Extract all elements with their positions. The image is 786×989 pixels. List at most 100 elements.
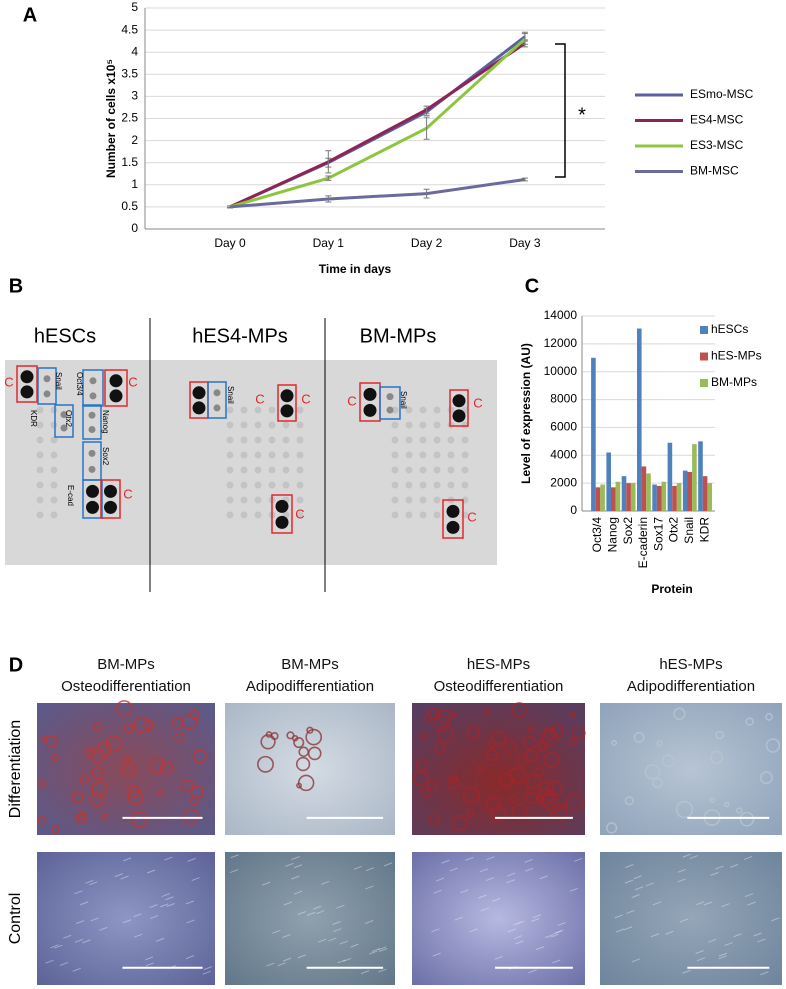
texture: [431, 928, 440, 933]
faint-spot: [36, 511, 44, 519]
texture: [485, 749, 498, 762]
faint-spot: [461, 451, 469, 459]
texture: [703, 901, 713, 906]
faint-spot: [391, 496, 399, 504]
texture: [486, 856, 495, 861]
texture: [342, 957, 352, 962]
x-tick-label: Sox2: [621, 517, 635, 545]
texture: [757, 938, 766, 943]
faint-spot: [36, 451, 44, 459]
texture: [261, 881, 271, 886]
y-tick-label: 2: [131, 133, 138, 147]
texture: [735, 807, 743, 814]
x-axis-label: Time in days: [319, 262, 392, 276]
texture: [715, 730, 725, 740]
texture: [665, 930, 674, 935]
texture: [161, 893, 170, 898]
spot: [109, 374, 123, 388]
bar: [606, 452, 611, 511]
texture: [528, 969, 537, 974]
texture: [433, 714, 451, 732]
faint-spot: [268, 421, 276, 429]
x-tick-label: Otx2: [667, 517, 681, 543]
texture: [115, 700, 133, 717]
texture: [122, 919, 132, 924]
texture: [534, 766, 545, 777]
texture: [190, 796, 199, 806]
texture: [710, 872, 719, 876]
faint-spot: [405, 451, 413, 459]
faint-spot: [296, 406, 304, 414]
texture: [369, 950, 378, 955]
texture: [543, 751, 560, 768]
faint-spot: [50, 481, 58, 489]
texture: [515, 940, 524, 945]
spot: [275, 515, 289, 529]
texture: [257, 755, 274, 773]
texture: [185, 900, 194, 905]
faint-spot: [240, 496, 248, 504]
micrograph: [412, 703, 585, 835]
y-tick-label: 4: [131, 44, 138, 58]
texture: [555, 929, 564, 934]
texture: [148, 756, 166, 774]
faint-spot: [296, 481, 304, 489]
bar: [621, 476, 627, 511]
faint-spot: [419, 421, 427, 429]
blot-title: hESCs: [34, 325, 96, 347]
texture: [91, 766, 105, 780]
texture: [85, 879, 94, 884]
texture: [350, 943, 359, 948]
texture: [145, 962, 154, 967]
texture: [733, 933, 742, 938]
spot: [88, 425, 96, 433]
faint-spot: [433, 496, 441, 504]
texture: [626, 909, 635, 914]
error-bar: [521, 33, 528, 45]
texture: [75, 813, 87, 825]
faint-spot: [405, 421, 413, 429]
bar: [702, 476, 708, 511]
faint-spot: [36, 481, 44, 489]
spot: [88, 465, 96, 473]
texture: [759, 771, 773, 785]
faint-spot: [405, 481, 413, 489]
y-tick-label: 0.5: [121, 199, 138, 213]
error-bar: [325, 175, 332, 181]
texture: [507, 872, 516, 877]
texture: [420, 787, 431, 798]
texture: [550, 811, 557, 818]
texture: [765, 738, 781, 753]
faint-spot: [296, 496, 304, 504]
texture: [465, 856, 474, 861]
spot: [386, 393, 394, 401]
faint-spot: [226, 481, 234, 489]
texture: [516, 754, 529, 767]
texture: [50, 944, 59, 949]
texture: [123, 722, 134, 734]
faint-spot: [391, 481, 399, 489]
texture: [644, 764, 661, 780]
texture: [645, 882, 655, 887]
bar: [641, 466, 647, 511]
texture: [553, 807, 568, 822]
texture: [383, 862, 393, 867]
texture: [144, 956, 154, 961]
texture: [160, 903, 169, 908]
texture: [120, 875, 129, 880]
blot-membrane: [5, 360, 497, 565]
column-title: Osteodifferentiation: [434, 678, 564, 695]
y-tick-label: 3: [131, 89, 138, 103]
y-tick-label: 0: [570, 503, 577, 517]
texture: [543, 727, 556, 740]
x-tick-label: Day 1: [313, 236, 345, 250]
texture: [532, 914, 542, 919]
texture: [180, 778, 194, 793]
spot: [446, 504, 460, 518]
texture: [433, 889, 442, 894]
faint-spot: [282, 466, 290, 474]
spot-label: Snail: [399, 391, 408, 409]
texture: [166, 903, 175, 907]
spot-label: Sox2: [101, 447, 110, 466]
texture: [336, 904, 345, 909]
